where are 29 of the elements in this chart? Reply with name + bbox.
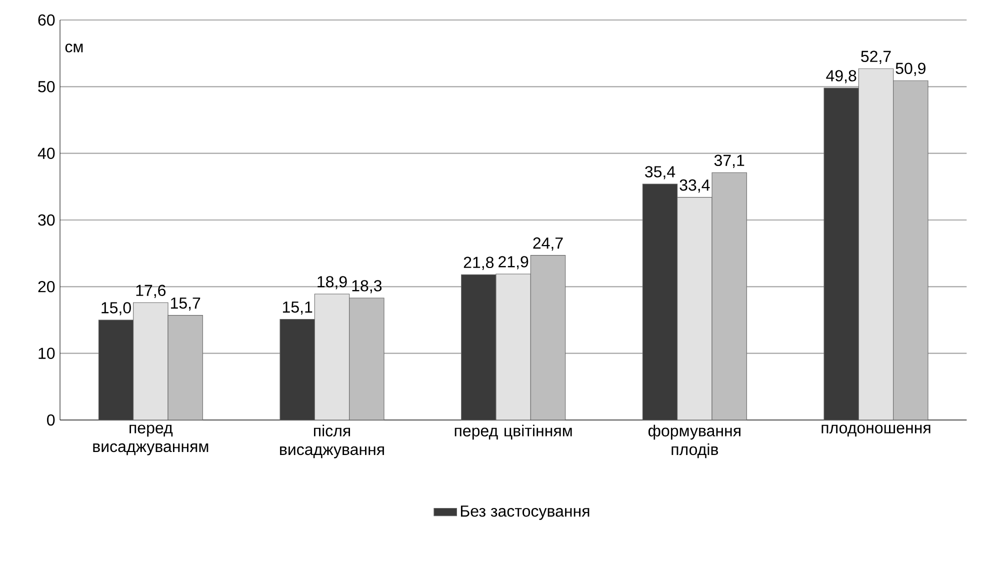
y-tick-label: 20 bbox=[38, 281, 55, 292]
data-label: 17,6 bbox=[136, 284, 166, 298]
data-label: 21,9 bbox=[498, 256, 528, 270]
data-label: 37,1 bbox=[714, 154, 744, 168]
y-tick-label: 40 bbox=[38, 148, 55, 159]
y-tick-label: 10 bbox=[38, 348, 55, 359]
data-label: 15,0 bbox=[102, 302, 131, 316]
x-tick-label: перед цвітінням bbox=[454, 424, 572, 440]
x-tick-label: плодоношення bbox=[822, 424, 930, 436]
x-tick-label: перед висаджуванням bbox=[93, 424, 208, 456]
data-label: 15,7 bbox=[170, 298, 200, 311]
y-tick-label: 0 bbox=[47, 414, 55, 426]
y-tick-label: 30 bbox=[38, 214, 55, 226]
y-tick-label: 60 bbox=[38, 14, 55, 26]
data-label: 35,4 bbox=[645, 166, 676, 180]
data-label: 33,4 bbox=[680, 179, 710, 193]
data-label: 52,7 bbox=[861, 50, 891, 64]
data-label: 21,8 bbox=[464, 256, 494, 270]
data-label: 24,7 bbox=[533, 237, 563, 251]
data-label: 18,9 bbox=[318, 276, 347, 290]
x-tick-label: формування плодів bbox=[648, 424, 740, 458]
data-label: 49,8 bbox=[826, 70, 856, 84]
data-label: 15,1 bbox=[282, 302, 312, 315]
data-label: 50,9 bbox=[896, 62, 926, 76]
data-label: 18,3 bbox=[352, 280, 382, 294]
legend-label: Без застосування bbox=[460, 506, 590, 520]
y-axis-title: см bbox=[65, 44, 83, 52]
x-tick-label: після висаджування bbox=[280, 424, 384, 458]
y-tick-label: 50 bbox=[38, 81, 55, 92]
